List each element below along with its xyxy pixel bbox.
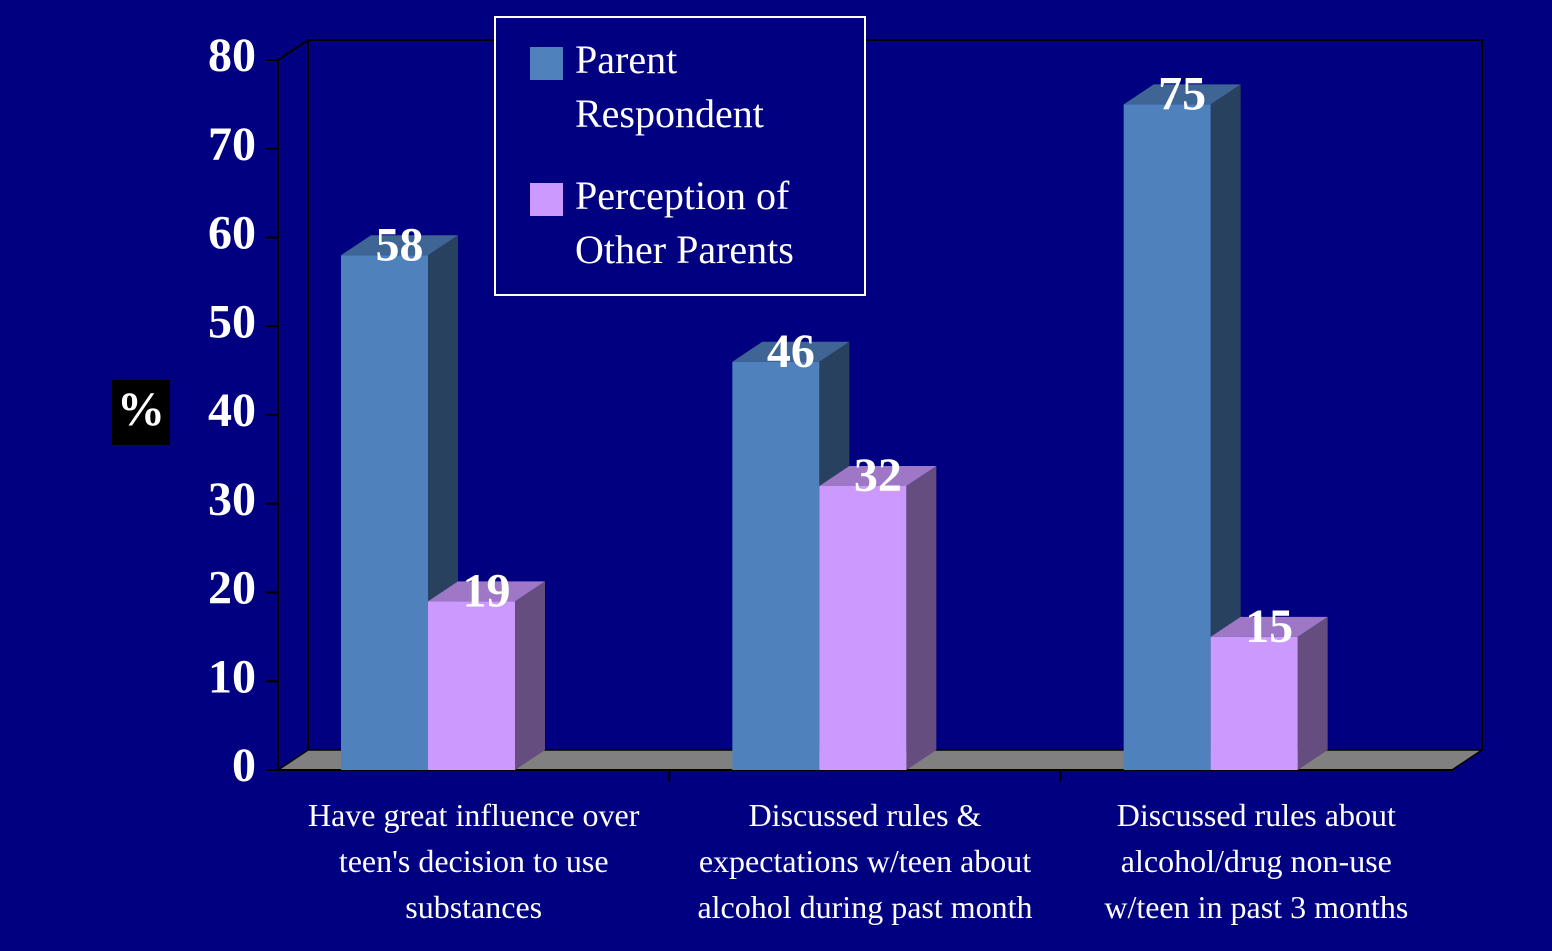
back-wall <box>307 39 1483 750</box>
y-tick-label: 30 <box>208 473 256 526</box>
bar-3d <box>1123 84 1241 770</box>
x-tick-label-box: Have great influence over teen's decisio… <box>307 797 640 925</box>
legend-label-box: Parent Respondent <box>575 37 764 136</box>
y-label-bg <box>112 380 170 445</box>
bar-3d <box>428 581 545 770</box>
y-tick-label: 10 <box>208 650 256 703</box>
y-tick-label: 40 <box>208 384 256 437</box>
bar-side <box>515 581 545 770</box>
bar-3d <box>819 466 937 770</box>
bar-side <box>906 466 937 770</box>
y-tick-label: 70 <box>208 118 256 171</box>
bar <box>428 601 515 770</box>
x-tick-label-box: Discussed rules & expectations w/teen ab… <box>697 797 1033 925</box>
y-tick-label: 0 <box>232 739 256 792</box>
data-label: 15 <box>1245 600 1293 653</box>
bar-3d <box>1210 616 1328 770</box>
y-axis-depth <box>277 39 309 61</box>
data-label: 19 <box>463 564 511 617</box>
bar <box>819 486 907 770</box>
y-tick-label: 50 <box>208 295 256 348</box>
bar <box>1123 104 1211 770</box>
x-tick-label: Discussed rules about alcohol/drug non-u… <box>1104 797 1409 925</box>
x-tick-label: Have great influence over teen's decisio… <box>307 797 640 925</box>
y-label: % <box>117 383 165 436</box>
data-label: 46 <box>767 325 815 378</box>
bar-top <box>1210 616 1328 637</box>
legend-swatch <box>530 183 563 216</box>
data-label: 75 <box>1158 67 1206 120</box>
y-tick-label: 60 <box>208 207 256 260</box>
legend-swatch <box>530 47 563 80</box>
bar <box>732 361 820 770</box>
bar-side <box>1210 84 1241 770</box>
bar-side <box>1297 616 1328 770</box>
bar <box>341 255 428 770</box>
x-tick-label: Discussed rules & expectations w/teen ab… <box>697 797 1033 925</box>
bar-top <box>428 581 545 602</box>
legend-label: Perception of Other Parents <box>575 173 794 272</box>
bar-top <box>732 341 850 362</box>
data-label: 32 <box>854 449 902 502</box>
data-label: 58 <box>376 218 424 271</box>
bar-top <box>341 235 458 256</box>
bar-top <box>819 466 937 486</box>
y-tick-label: 80 <box>208 29 256 82</box>
legend-label: Parent Respondent <box>575 37 764 136</box>
x-tick-label-box: Discussed rules about alcohol/drug non-u… <box>1104 797 1409 925</box>
legend-label-box: Perception of Other Parents <box>575 173 794 272</box>
bar <box>1210 636 1298 770</box>
bar-top <box>1123 84 1241 105</box>
y-tick-label: 20 <box>208 562 256 615</box>
